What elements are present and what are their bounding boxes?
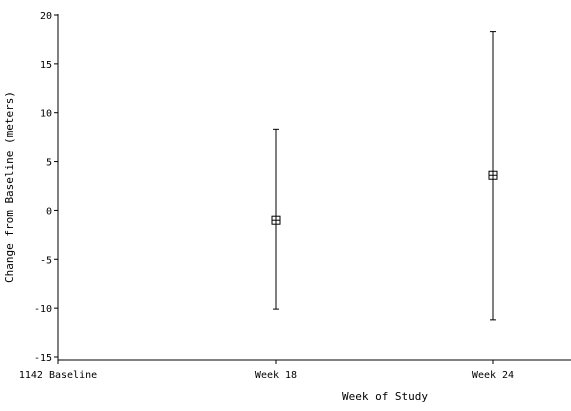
y-tick-label: -15 (34, 353, 52, 364)
chart-marks (271, 31, 498, 321)
y-axis-label: Change from Baseline (meters) (3, 91, 16, 283)
y-tick-label: -10 (34, 304, 52, 315)
y-axis: -15 -10 -5 0 5 10 15 20 (34, 11, 59, 364)
error-bar-point (488, 31, 498, 321)
y-tick-label: 0 (46, 206, 52, 217)
y-tick-label: 10 (40, 109, 52, 120)
error-bar-point (271, 128, 281, 310)
x-tick-label: Week 24 (472, 370, 514, 381)
y-tick-label: 15 (40, 60, 52, 71)
x-axis: 1142 Baseline Week 18 Week 24 (19, 359, 571, 381)
x-axis-label: Week of Study (342, 390, 428, 403)
y-tick-label: -5 (40, 255, 52, 266)
x-tick-label: 1142 Baseline (19, 370, 97, 381)
x-tick-label: Week 18 (255, 370, 297, 381)
y-tick-label: 20 (40, 11, 52, 22)
y-tick-label: 5 (46, 158, 52, 169)
